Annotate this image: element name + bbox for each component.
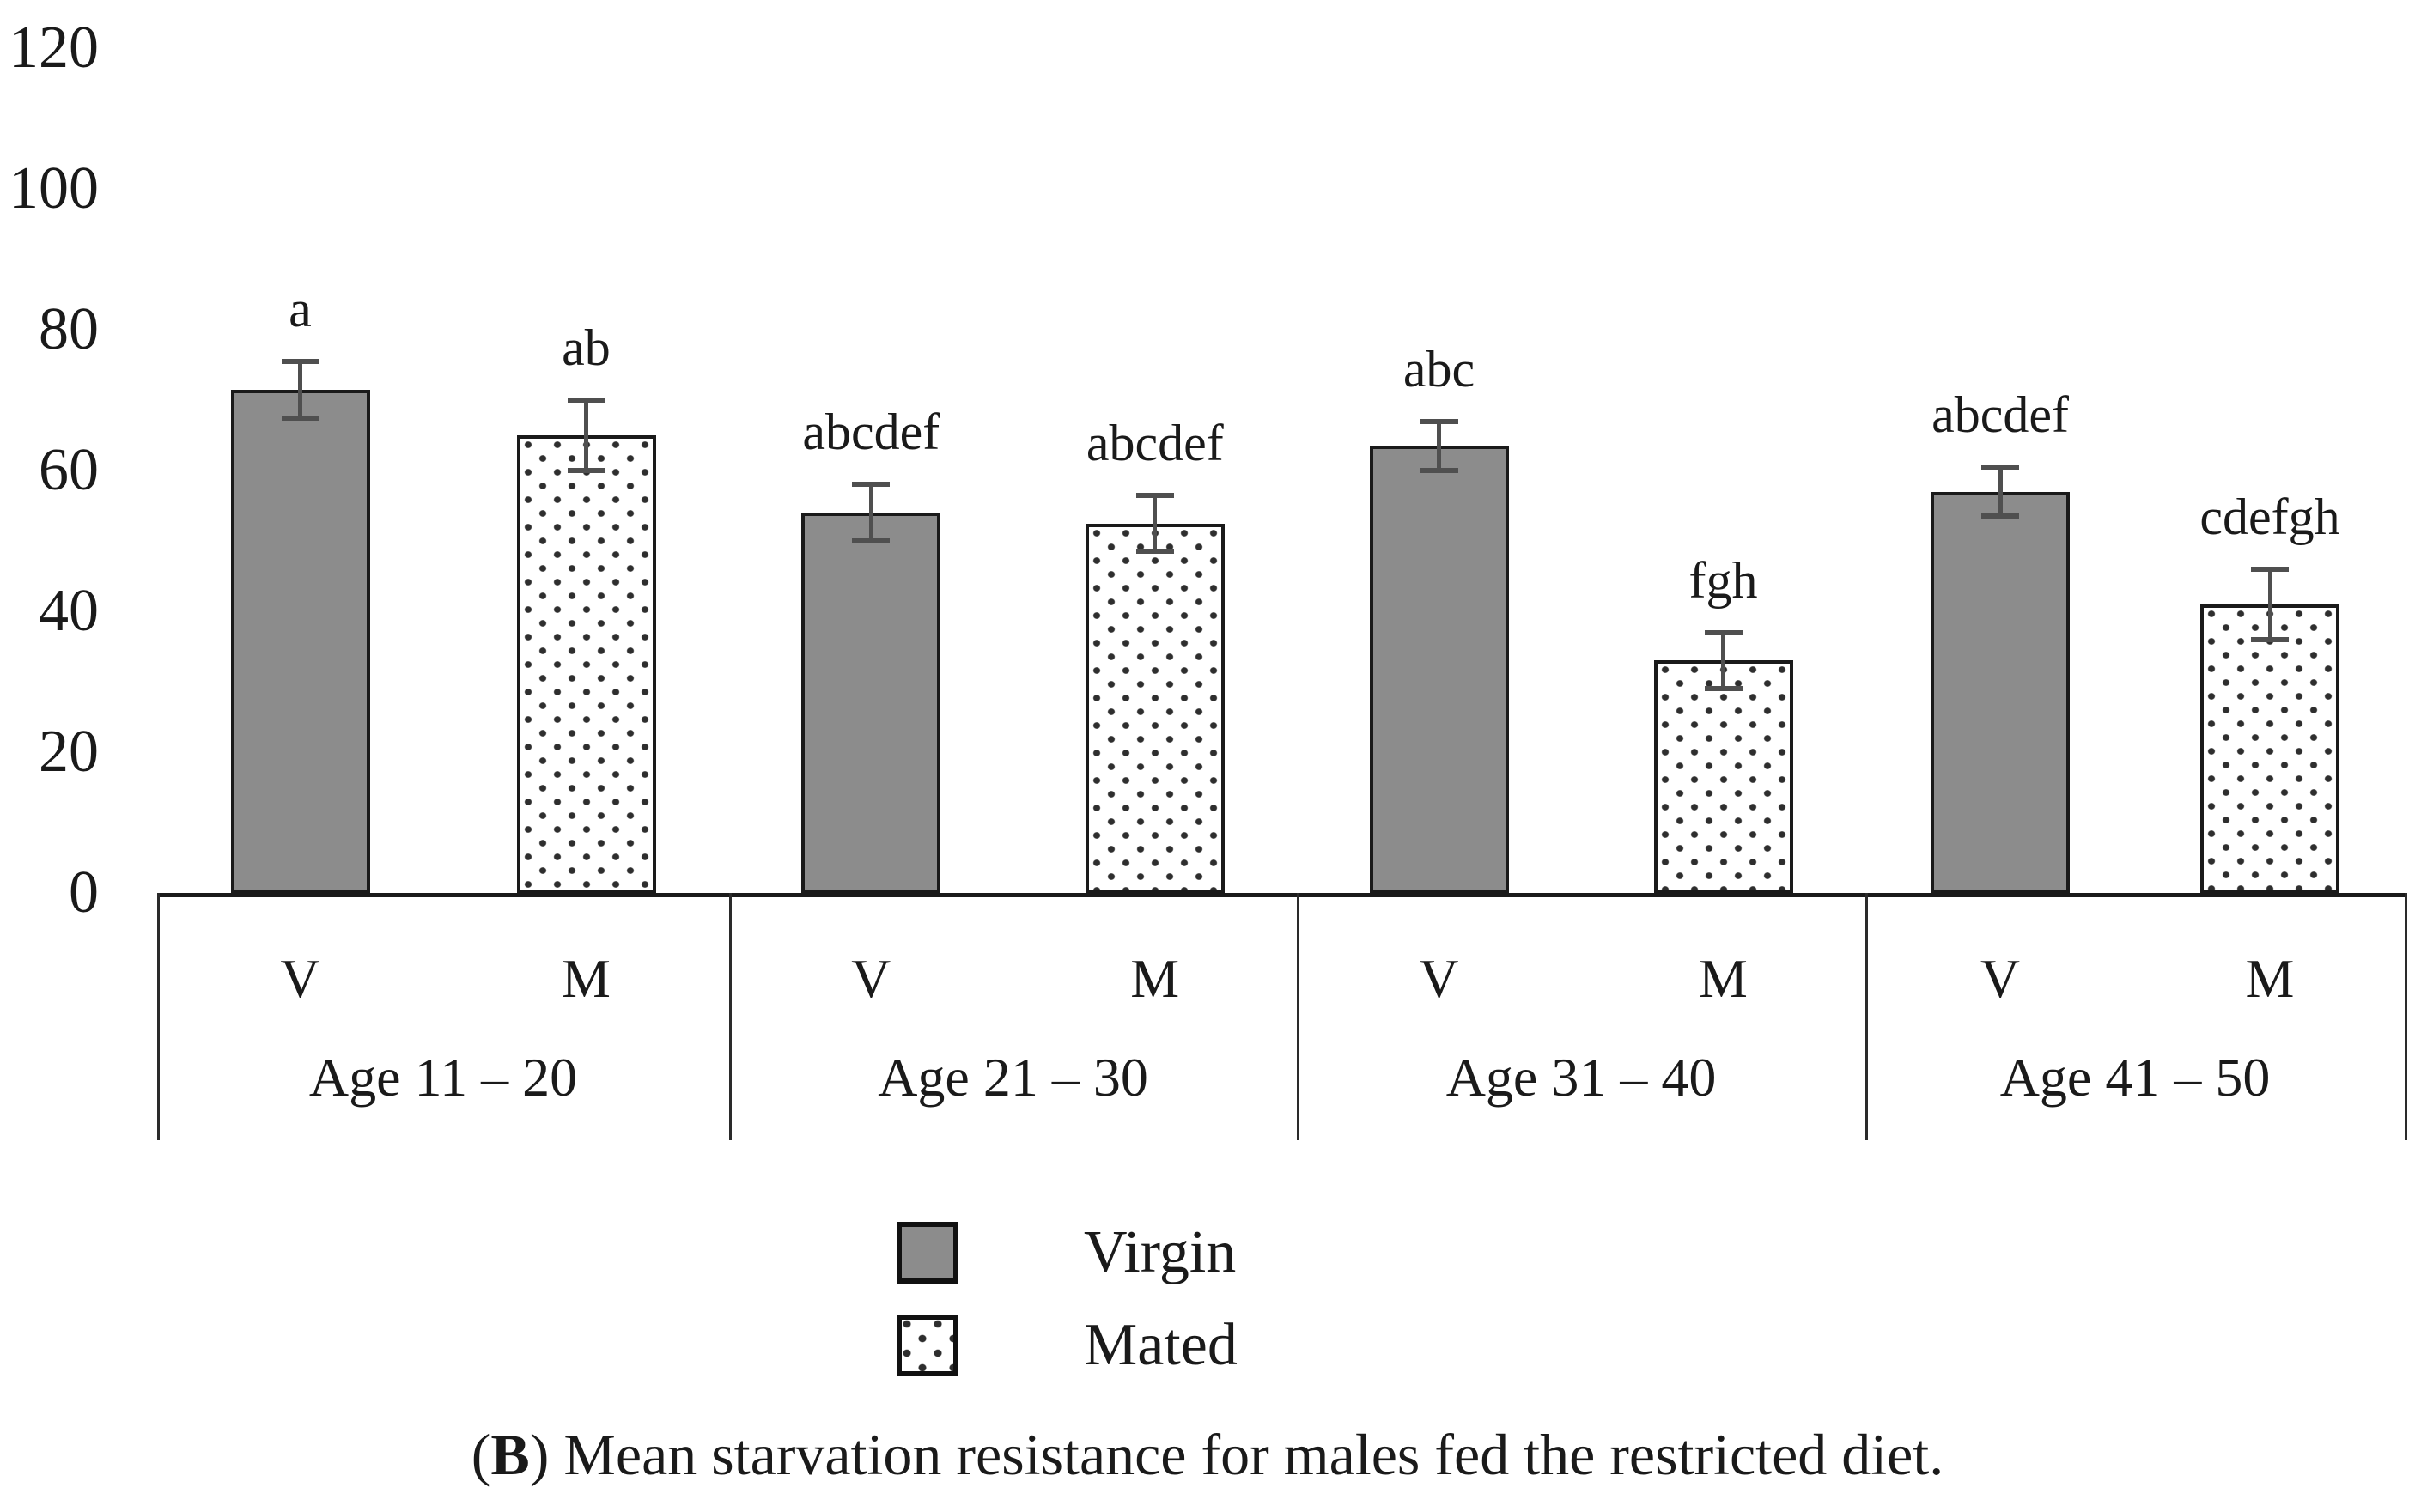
error-bar-cap-top [1704, 629, 1743, 635]
significance-label-virgin-age41–50: abcdef [1931, 386, 2069, 443]
mated-swatch-icon [897, 1315, 958, 1376]
error-bar-cap-bottom [1420, 468, 1458, 473]
group-separator-line [1865, 893, 1868, 1140]
y-axis-tick-label: 80 [39, 296, 99, 362]
error-bar-virgin-age21–30 [868, 484, 873, 541]
group-separator-line [1297, 893, 1299, 1140]
error-bar-virgin-age41–50 [1998, 466, 2003, 517]
error-bar-cap-bottom [567, 468, 605, 473]
y-axis-tick-label: 20 [39, 719, 99, 785]
bar-mated-age11–20 [516, 435, 656, 893]
error-bar-mated-age11–20 [584, 400, 588, 471]
bar-sublabel-virgin-age31–40: V [1419, 948, 1459, 1009]
significance-label-mated-age21–30: abcdef [1086, 414, 1224, 471]
error-bar-virgin-age31–40 [1437, 421, 1441, 471]
bar-sublabel-mated-age11–20: M [562, 948, 611, 1009]
bar-sublabel-mated-age21–30: M [1130, 948, 1180, 1009]
bar-sublabel-mated-age41–50: M [2245, 948, 2295, 1009]
caption-panel-letter: B [490, 1422, 530, 1487]
error-bar-cap-top [1981, 464, 2019, 470]
error-bar-mated-age41–50 [2267, 568, 2272, 640]
significance-label-mated-age11–20: ab [562, 319, 611, 376]
virgin-swatch-icon [897, 1222, 958, 1284]
error-bar-cap-bottom [1135, 549, 1174, 555]
error-bar-cap-top [281, 358, 319, 364]
y-axis-tick-label: 120 [9, 15, 99, 81]
significance-label-mated-age41–50: cdefgh [2199, 488, 2340, 545]
legend-label-virgin: Virgin [1084, 1219, 1237, 1285]
bar-mated-age41–50 [2200, 604, 2339, 893]
group-separator-line [157, 893, 160, 1140]
age-group-label: Age 31 – 40 [1445, 1047, 1717, 1108]
bar-virgin-age11–20 [230, 389, 370, 893]
y-axis-tick-label: 40 [39, 578, 99, 644]
error-bar-cap-bottom [1704, 686, 1743, 692]
error-bar-cap-bottom [2251, 636, 2289, 642]
error-bar-cap-top [1135, 492, 1174, 498]
y-axis-tick-label: 0 [69, 859, 99, 926]
bar-virgin-age21–30 [801, 513, 941, 893]
error-bar-cap-bottom [1981, 513, 2019, 519]
y-axis-tick-label: 100 [9, 155, 99, 222]
caption-text: ) Mean starvation resistance for males f… [529, 1422, 1944, 1487]
error-bar-cap-top [852, 482, 891, 488]
error-bar-mated-age31–40 [1721, 632, 1725, 689]
error-bar-cap-top [1420, 418, 1458, 424]
bar-mated-age31–40 [1653, 660, 1793, 893]
error-bar-cap-top [567, 398, 605, 403]
y-axis-tick-label: 60 [39, 437, 99, 503]
age-group-label: Age 21 – 30 [878, 1047, 1148, 1108]
bar-virgin-age41–50 [1931, 491, 2070, 893]
bar-sublabel-virgin-age21–30: V [851, 948, 891, 1009]
bar-mated-age21–30 [1085, 523, 1225, 893]
error-bar-cap-top [2251, 566, 2289, 572]
legend-item-mated: Mated [897, 1305, 1238, 1386]
legend-item-virgin: Virgin [897, 1212, 1238, 1293]
significance-label-virgin-age11–20: a [289, 280, 312, 337]
x-axis-line [157, 893, 2405, 897]
significance-label-virgin-age21–30: abcdef [802, 404, 940, 461]
bar-sublabel-virgin-age41–50: V [1980, 948, 2021, 1009]
significance-label-virgin-age31–40: abc [1402, 340, 1475, 398]
age-group-label: Age 41 – 50 [1999, 1047, 2271, 1108]
bar-sublabel-mated-age31–40: M [1699, 948, 1748, 1009]
bar-sublabel-virgin-age11–20: V [280, 948, 320, 1009]
legend: Virgin Mated [897, 1212, 1238, 1386]
bar-virgin-age31–40 [1369, 446, 1509, 893]
error-bar-cap-bottom [852, 538, 891, 543]
figure-caption: (B) Mean starvation resistance for males… [471, 1422, 1944, 1487]
legend-label-mated: Mated [1084, 1312, 1238, 1378]
group-separator-line [729, 893, 732, 1140]
significance-label-mated-age31–40: fgh [1688, 551, 1758, 609]
error-bar-mated-age21–30 [1153, 495, 1158, 552]
error-bar-virgin-age11–20 [298, 361, 302, 418]
group-separator-line [2405, 893, 2407, 1140]
error-bar-cap-bottom [281, 415, 319, 421]
age-group-label: Age 11 – 20 [308, 1047, 578, 1108]
